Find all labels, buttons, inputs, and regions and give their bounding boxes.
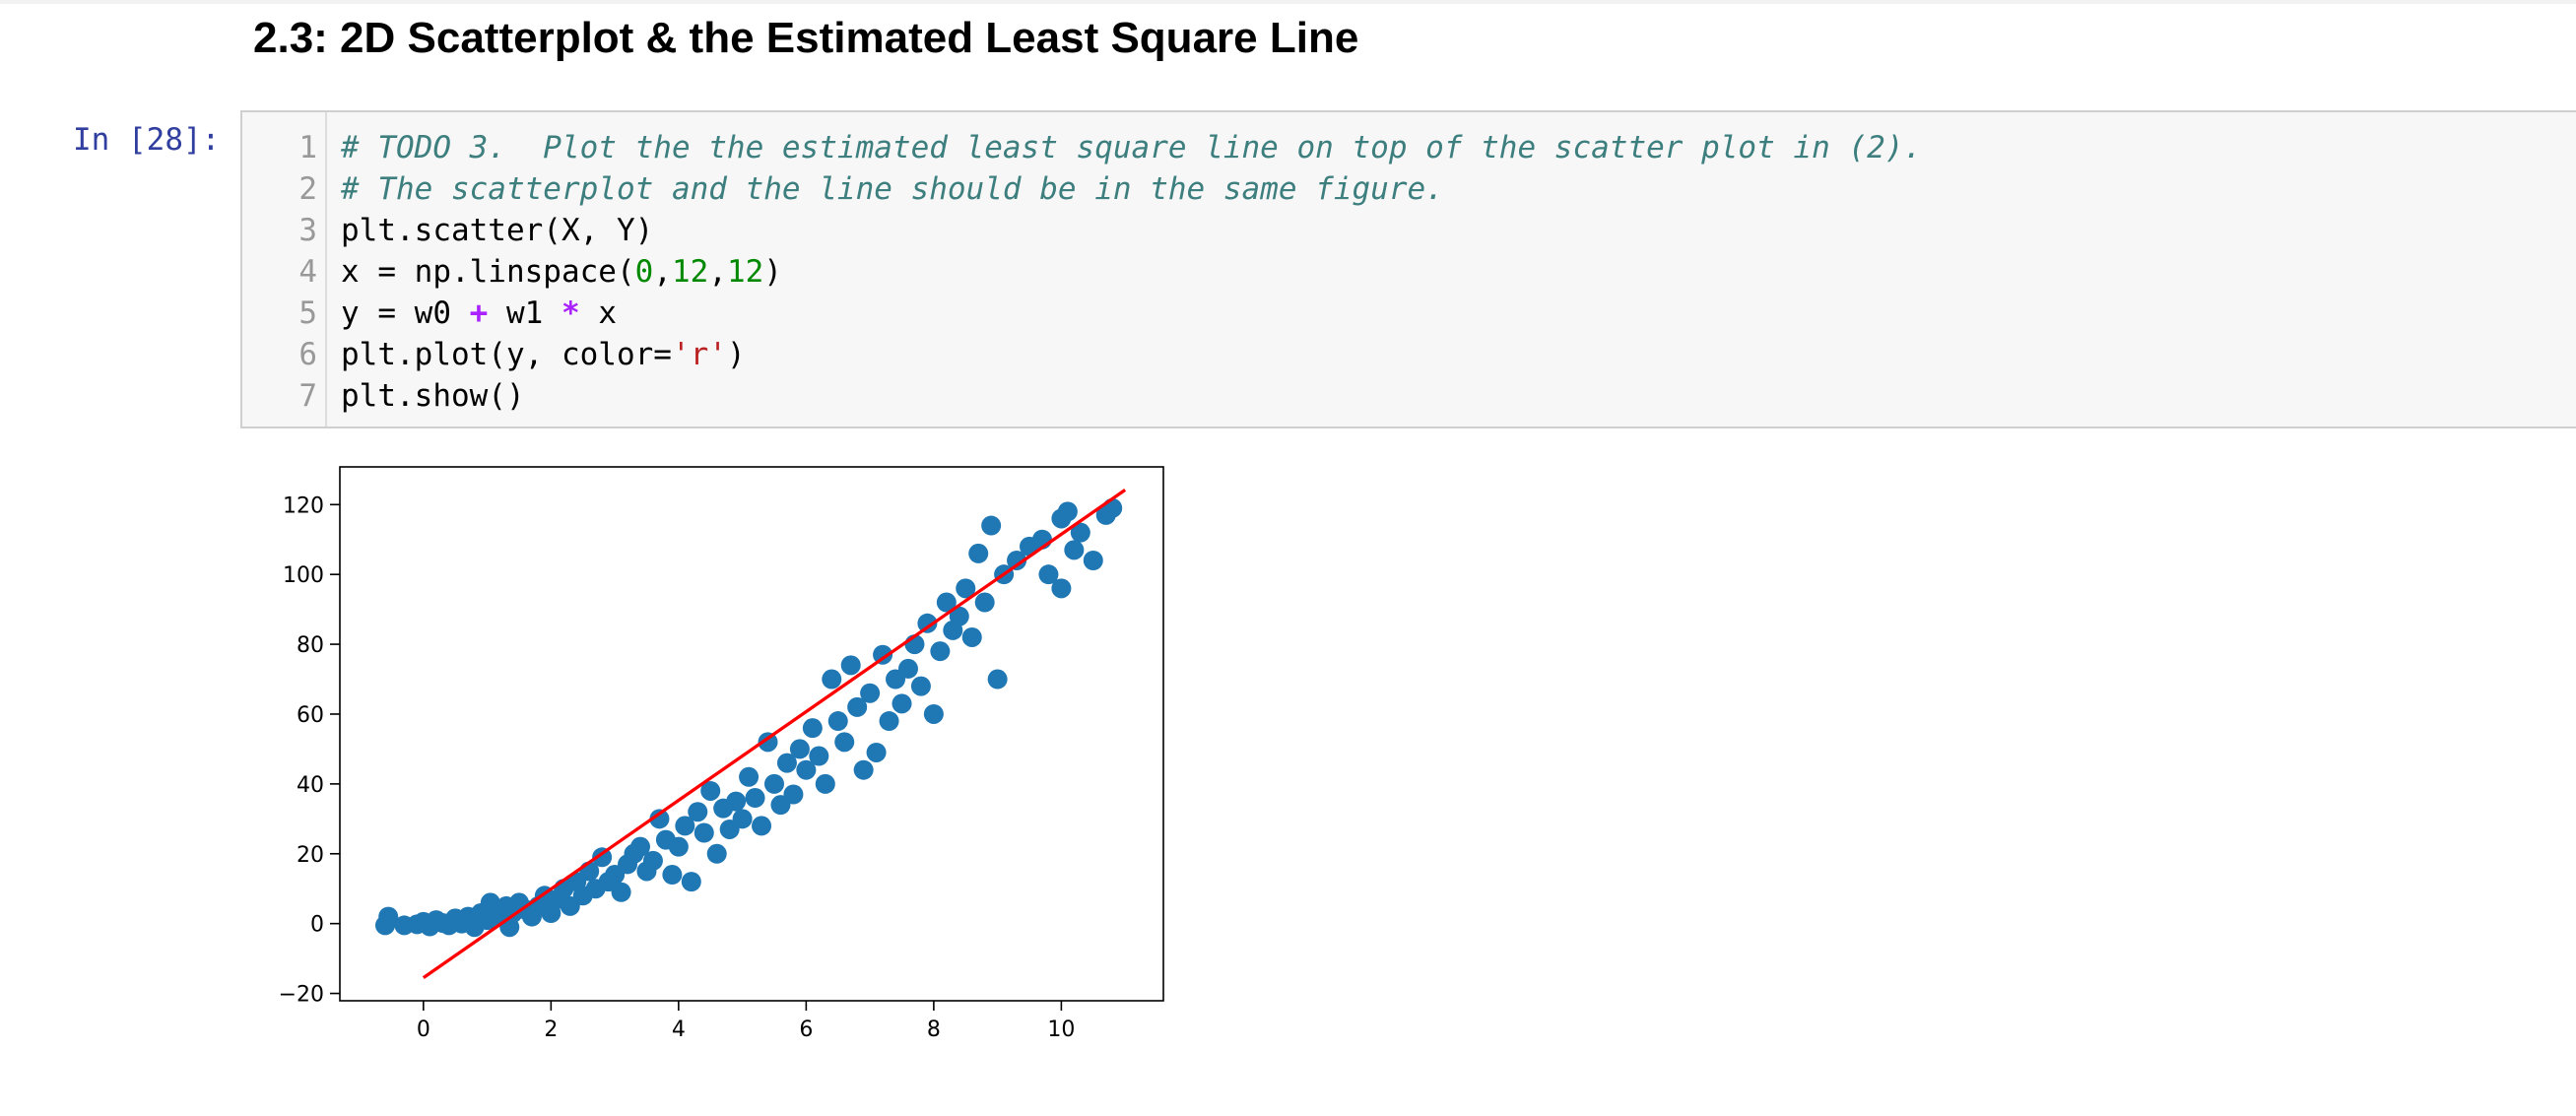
scatter-point — [675, 816, 695, 836]
chart: 0 2 4 6 8 10 −20 0 20 40 60 80 100 120 — [279, 466, 1164, 1042]
scatter-point — [834, 732, 855, 753]
scatter-point — [809, 746, 829, 766]
scatter-point — [981, 515, 1002, 536]
y-tick-label: 80 — [297, 633, 324, 658]
y-tick-label: 40 — [297, 773, 324, 798]
line-number: 7 — [298, 378, 317, 414]
y-tick-label: 120 — [283, 493, 324, 518]
x-tick-label: 0 — [417, 1018, 430, 1042]
scatter-point — [1064, 540, 1085, 560]
scatter-point — [917, 613, 938, 633]
scatter-point — [873, 644, 893, 665]
scatter-point — [662, 865, 683, 886]
scatter-point — [694, 822, 714, 843]
scatter-point — [897, 658, 918, 679]
line-number: 4 — [298, 254, 317, 290]
scatter-point — [930, 641, 951, 662]
scatter-point — [706, 843, 727, 864]
line-number: 3 — [298, 213, 317, 248]
code-line: # The scatterplot and the line should be… — [341, 171, 1444, 207]
scatter-point — [796, 759, 817, 780]
scatter-point — [802, 718, 823, 739]
scatter-point — [1083, 551, 1103, 571]
line-number: 2 — [298, 171, 317, 207]
scatter-point — [649, 809, 670, 829]
scatter-point — [630, 836, 651, 857]
scatter-point — [1051, 578, 1072, 599]
scatter-point — [681, 872, 701, 892]
code-cell[interactable]: 1 # TODO 3. Plot the the estimated least … — [240, 110, 2576, 428]
scatter-point — [745, 788, 765, 809]
scatter-point — [987, 669, 1008, 689]
scatter-point — [961, 626, 982, 647]
scatter-point — [815, 773, 835, 794]
y-tick-label: 100 — [283, 563, 324, 588]
gutter — [325, 112, 327, 427]
fitted-line — [422, 489, 1127, 979]
scatter-point — [1057, 501, 1078, 522]
scatter-point — [879, 711, 899, 732]
axes-frame — [339, 466, 1164, 1002]
code-line: plt.show() — [341, 378, 525, 414]
scatter-point — [1070, 522, 1090, 543]
scatter-point — [956, 578, 976, 599]
scatter-point — [776, 753, 797, 773]
scatter-point — [1038, 564, 1059, 585]
scatter-point — [892, 693, 912, 714]
scatter-point — [732, 809, 753, 829]
code-line: y = w0 + w1 * x — [341, 295, 617, 331]
line-number: 5 — [298, 295, 317, 331]
scatter-point — [739, 766, 760, 787]
scatter-point — [949, 606, 969, 626]
scatter-point — [853, 759, 874, 780]
scatter-point — [688, 802, 708, 822]
scatter-point — [923, 703, 944, 724]
y-tick-label: −20 — [279, 983, 324, 1008]
scatter-point — [758, 732, 778, 753]
scatter-point — [910, 676, 931, 696]
scatter-point — [783, 784, 804, 805]
scatter-point — [1007, 551, 1027, 571]
code-line: plt.scatter(X, Y) — [341, 213, 654, 248]
x-tick-label: 6 — [799, 1018, 813, 1042]
scatter-point — [974, 592, 995, 613]
line-number: 1 — [298, 130, 317, 165]
scatter-point — [822, 669, 842, 689]
code-line: # TODO 3. Plot the the estimated least s… — [341, 130, 1923, 165]
scatter-point — [968, 543, 989, 563]
scatter-point — [840, 655, 861, 676]
code-line: x = np.linspace(0,12,12) — [341, 254, 782, 290]
scatter-point — [789, 739, 810, 759]
scatter-point — [866, 742, 887, 762]
scatter-point — [936, 592, 957, 613]
scatter-point — [726, 791, 747, 812]
cell-prompt: In [28]: — [73, 122, 221, 158]
x-tick-label: 2 — [544, 1018, 558, 1042]
scatter-point — [611, 882, 631, 902]
top-bar — [0, 0, 2576, 4]
code-line: plt.plot(y, color='r') — [341, 337, 746, 372]
scatter-point — [827, 711, 848, 732]
scatter-point — [700, 780, 721, 801]
x-tick-label: 4 — [672, 1018, 686, 1042]
x-tick-label: 10 — [1047, 1018, 1075, 1042]
scatter-point — [847, 696, 868, 717]
scatter-point — [1102, 497, 1123, 518]
scatter-point — [642, 850, 663, 871]
scatter-point — [860, 683, 881, 703]
scatter-point — [763, 773, 784, 794]
scatter-point — [378, 906, 399, 927]
y-tick-label: 20 — [297, 843, 324, 868]
scatter-point — [592, 847, 613, 868]
y-tick-label: 0 — [310, 913, 324, 938]
scatter-point — [668, 836, 689, 857]
y-tick-label: 60 — [297, 703, 324, 728]
line-number: 6 — [298, 337, 317, 372]
section-heading: 2.3: 2D Scatterplot & the Estimated Leas… — [253, 14, 1359, 62]
scatter-point — [752, 816, 772, 836]
x-tick-label: 8 — [927, 1018, 941, 1042]
